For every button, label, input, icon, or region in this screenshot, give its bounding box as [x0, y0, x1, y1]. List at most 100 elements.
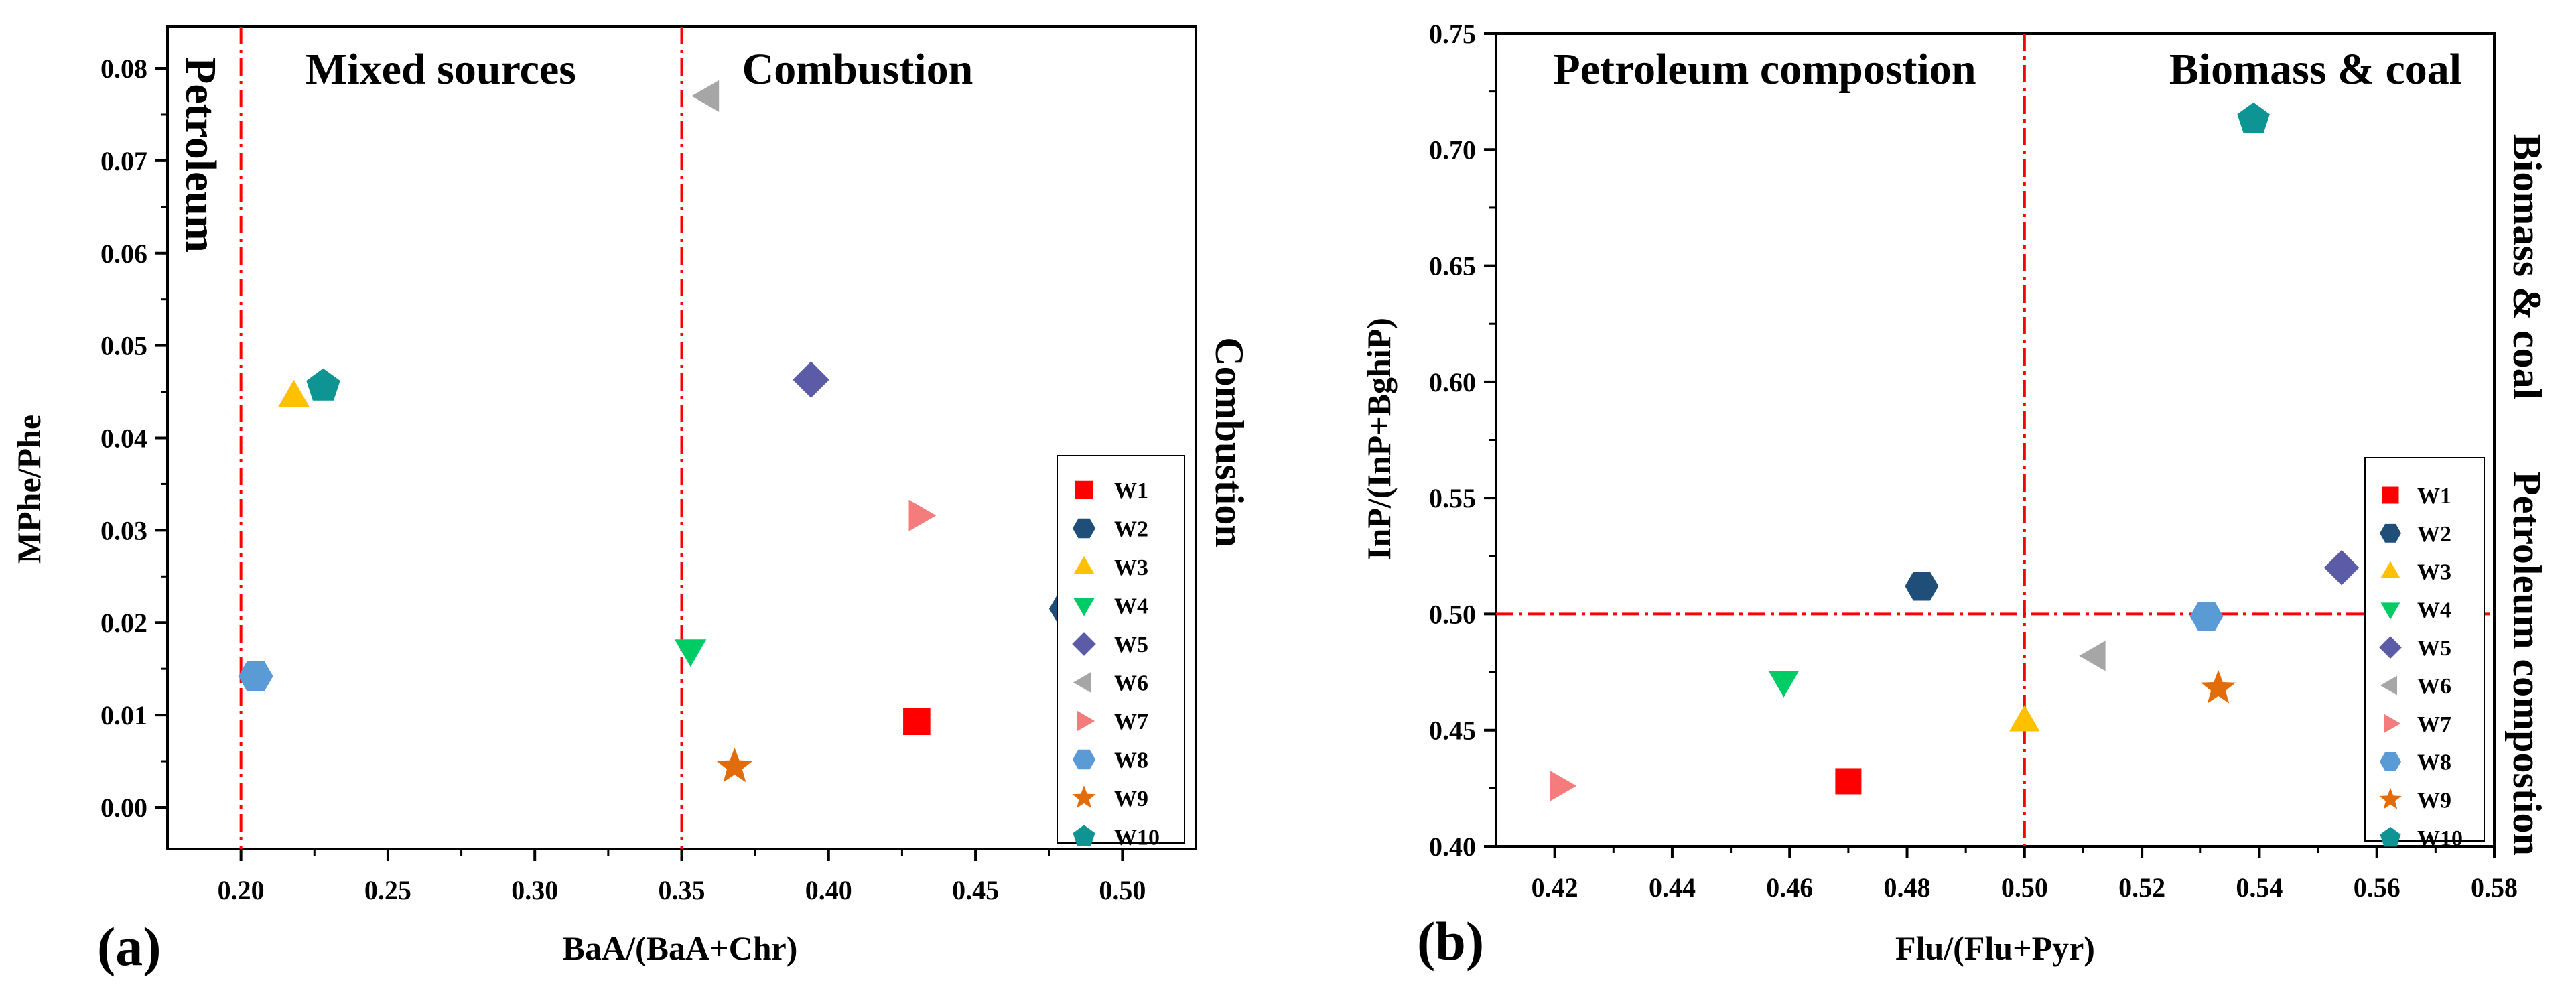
panel-a-point-w1 — [903, 708, 931, 736]
panel-b-data-points — [1550, 102, 2360, 801]
panel-a-y-tick-label: 0.01 — [100, 700, 147, 730]
panel-b-x-tick-label: 0.48 — [1884, 872, 1931, 903]
panel-a-legend-label-w4: W4 — [1114, 594, 1148, 619]
panel-b-x-axis-title: Flu/(Flu+Pyr) — [1895, 929, 2095, 967]
panel-b-x-axis: 0.42 0.44 0.46 0.48 0.50 0.52 0.54 0.56 0.58 — [1532, 846, 2518, 903]
panel-b-region-label-biomass: Biomass & coal — [2169, 45, 2461, 94]
panel-a-legend-label-w7: W7 — [1114, 710, 1148, 734]
panel-a-x-tick-label: 0.25 — [364, 875, 411, 905]
panel-b-y-tick-label: 0.70 — [1429, 135, 1476, 165]
panel-a-legend-label-w2: W2 — [1114, 517, 1148, 542]
panel-a-point-w9 — [716, 747, 753, 783]
panel-a-legend-marker-w8 — [1073, 749, 1095, 770]
panel-a-y-tick-label: 0.00 — [100, 793, 147, 823]
panel-b-point-w2 — [1905, 572, 1939, 601]
panel-b-legend-marker-w10 — [2380, 826, 2401, 847]
panel-b-x-tick-label: 0.44 — [1649, 872, 1696, 903]
panel-a-legend-entries: W1 W2 W3 W4 W5 W6 W7 W8 W9 W10 — [1072, 478, 1160, 850]
panel-b-legend-label-w5: W5 — [2417, 636, 2451, 661]
panel-a-point-w5 — [793, 361, 829, 398]
panel-b-legend-label-w6: W6 — [2417, 674, 2451, 699]
panel-a-legend: W1 W2 W3 W4 W5 W6 W7 W8 W9 W10 — [1057, 455, 1185, 850]
panel-a-legend-marker-w7 — [1077, 710, 1095, 732]
panel-b-x-tick-label: 0.54 — [2236, 872, 2283, 903]
panel-a-y-tick-label: 0.06 — [100, 239, 147, 269]
panel-a-legend-label-w9: W9 — [1114, 787, 1148, 811]
panel-a-legend-marker-w6 — [1073, 672, 1091, 693]
panel-b-y-tick-label: 0.40 — [1429, 832, 1476, 862]
panel-a-threshold-lines — [239, 27, 683, 849]
panel-a-y-axis: 0.00 0.01 0.02 0.03 0.04 0.05 0.06 0.07 0.08 — [100, 54, 167, 823]
panel-a-point-w6 — [691, 80, 720, 112]
panel-a-x-tick-label: 0.40 — [805, 875, 852, 905]
panel-a-legend-marker-w2 — [1073, 518, 1095, 539]
panel-b-legend-entries: W1 W2 W3 W4 W5 W6 W7 W8 W9 W10 — [2379, 484, 2463, 851]
panel-b-plot-frame — [1495, 32, 2496, 848]
panel-b-y-tick-label: 0.60 — [1429, 367, 1476, 397]
panel-b-legend-marker-w4 — [2380, 602, 2400, 620]
panel-a-x-tick-label: 0.50 — [1099, 875, 1146, 905]
panel-b-legend-label-w8: W8 — [2417, 750, 2451, 775]
panel-a-y-tick-label: 0.07 — [100, 146, 147, 176]
panel-a-point-w3 — [277, 379, 310, 407]
panel-a-point-w7 — [908, 499, 937, 531]
panel-b-point-w6 — [2079, 641, 2106, 671]
panel-b-point-w1 — [1835, 768, 1862, 795]
panel-b-side-label-biomass: Biomass & coal — [2505, 134, 2549, 400]
panel-a-x-tick-label: 0.45 — [952, 875, 999, 905]
panel-b-region-label-petroleum: Petroleum compostion — [1553, 45, 1976, 94]
panel-a-point-w8 — [238, 661, 273, 691]
panel-a-y-tick-label: 0.05 — [100, 331, 147, 361]
panel-b-legend-marker-w9 — [2379, 787, 2402, 809]
panel-a-side-label: Combustion — [1207, 337, 1251, 547]
panel-a-legend-label-w8: W8 — [1114, 748, 1148, 773]
panel-b-x-tick-label: 0.50 — [2001, 872, 2048, 903]
panel-b-threshold-lines — [1496, 34, 2494, 846]
panel-a-label: (a) — [97, 916, 161, 977]
panel-b-y-axis-title: InP/(InP+BghiP) — [1360, 318, 1398, 560]
panel-b-legend-label-w7: W7 — [2417, 712, 2451, 737]
panel-a-legend-label-w1: W1 — [1114, 478, 1148, 503]
panel-a-x-axis-title: BaA/(BaA+Chr) — [563, 929, 798, 967]
panel-b-legend-label-w10: W10 — [2417, 826, 2463, 851]
panel-a-point-w10 — [306, 368, 340, 401]
panel-b-y-axis: 0.40 0.45 0.50 0.55 0.60 0.65 0.70 0.75 — [1429, 19, 1496, 862]
panel-b-legend-marker-w5 — [2379, 636, 2402, 659]
panel-b-x-tick-label: 0.52 — [2118, 872, 2165, 903]
panel-b-legend-marker-w7 — [2384, 714, 2401, 734]
panel-a-legend-marker-w9 — [1072, 785, 1096, 809]
panel-b-legend-label-w1: W1 — [2417, 484, 2451, 509]
panel-b-x-tick-label: 0.58 — [2471, 872, 2518, 903]
panel-a-legend-marker-w5 — [1072, 632, 1096, 656]
panel-a-region-label-combustion: Combustion — [742, 45, 973, 94]
panel-b-legend-marker-w3 — [2380, 561, 2400, 578]
panel-a-legend-marker-w3 — [1073, 555, 1095, 574]
panel-b-legend-marker-w2 — [2380, 523, 2401, 543]
panel-b-x-tick-label: 0.56 — [2354, 872, 2400, 903]
panel-b-legend-label-w9: W9 — [2417, 788, 2451, 813]
panel-b: 0.42 0.44 0.46 0.48 0.50 0.52 0.54 0.56 0.58 0.4… — [1360, 19, 2549, 972]
panel-a-point-w4 — [675, 639, 707, 667]
panel-b-legend-label-w2: W2 — [2417, 522, 2451, 547]
panel-b-point-w8 — [2189, 602, 2224, 631]
panel-a-y-tick-label: 0.02 — [100, 608, 147, 638]
panel-b-point-w5 — [2323, 549, 2360, 586]
panel-a-region-label-mixed: Mixed sources — [306, 45, 576, 94]
panel-a-y-axis-title: MPhe/Phe — [10, 415, 48, 564]
panel-a-legend-label-w6: W6 — [1114, 671, 1148, 696]
panel-a-legend-label-w5: W5 — [1114, 633, 1148, 657]
panel-b-legend-marker-w1 — [2382, 486, 2399, 504]
panel-b-y-tick-label: 0.55 — [1429, 483, 1476, 513]
panel-a-y-tick-label: 0.03 — [100, 515, 147, 545]
panel-a-x-tick-label: 0.20 — [218, 875, 265, 905]
panel-b-y-tick-label: 0.65 — [1429, 251, 1476, 281]
panel-b-point-w9 — [2200, 669, 2236, 704]
panel-b-legend: W1 W2 W3 W4 W5 W6 W7 W8 W9 W10 — [2364, 457, 2485, 851]
panel-a-legend-marker-w4 — [1073, 598, 1095, 616]
panel-b-point-w3 — [2009, 705, 2040, 732]
panel-a-data-points — [238, 80, 1084, 783]
panel-b-x-tick-label: 0.46 — [1766, 872, 1813, 903]
panel-a-legend-marker-w10 — [1073, 825, 1095, 846]
panel-b-y-tick-label: 0.45 — [1429, 716, 1476, 746]
